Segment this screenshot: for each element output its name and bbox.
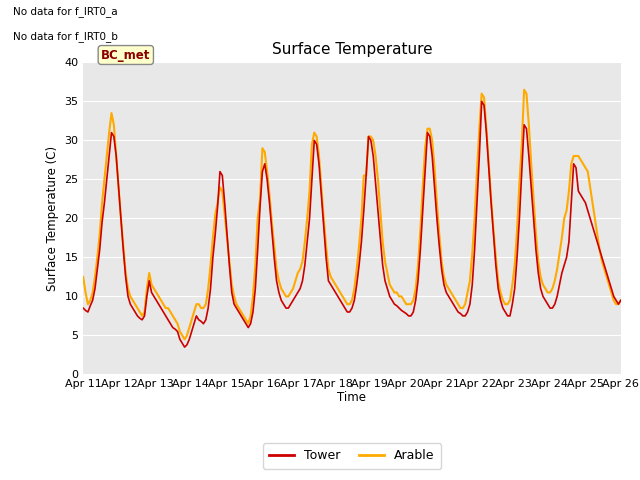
- Text: No data for f_IRT0_a: No data for f_IRT0_a: [13, 6, 118, 17]
- X-axis label: Time: Time: [337, 391, 367, 404]
- Text: No data for f_IRT0_b: No data for f_IRT0_b: [13, 31, 118, 42]
- Y-axis label: Surface Temperature (C): Surface Temperature (C): [45, 146, 59, 291]
- Title: Surface Temperature: Surface Temperature: [272, 42, 432, 57]
- Text: BC_met: BC_met: [101, 48, 150, 61]
- Legend: Tower, Arable: Tower, Arable: [263, 443, 441, 468]
